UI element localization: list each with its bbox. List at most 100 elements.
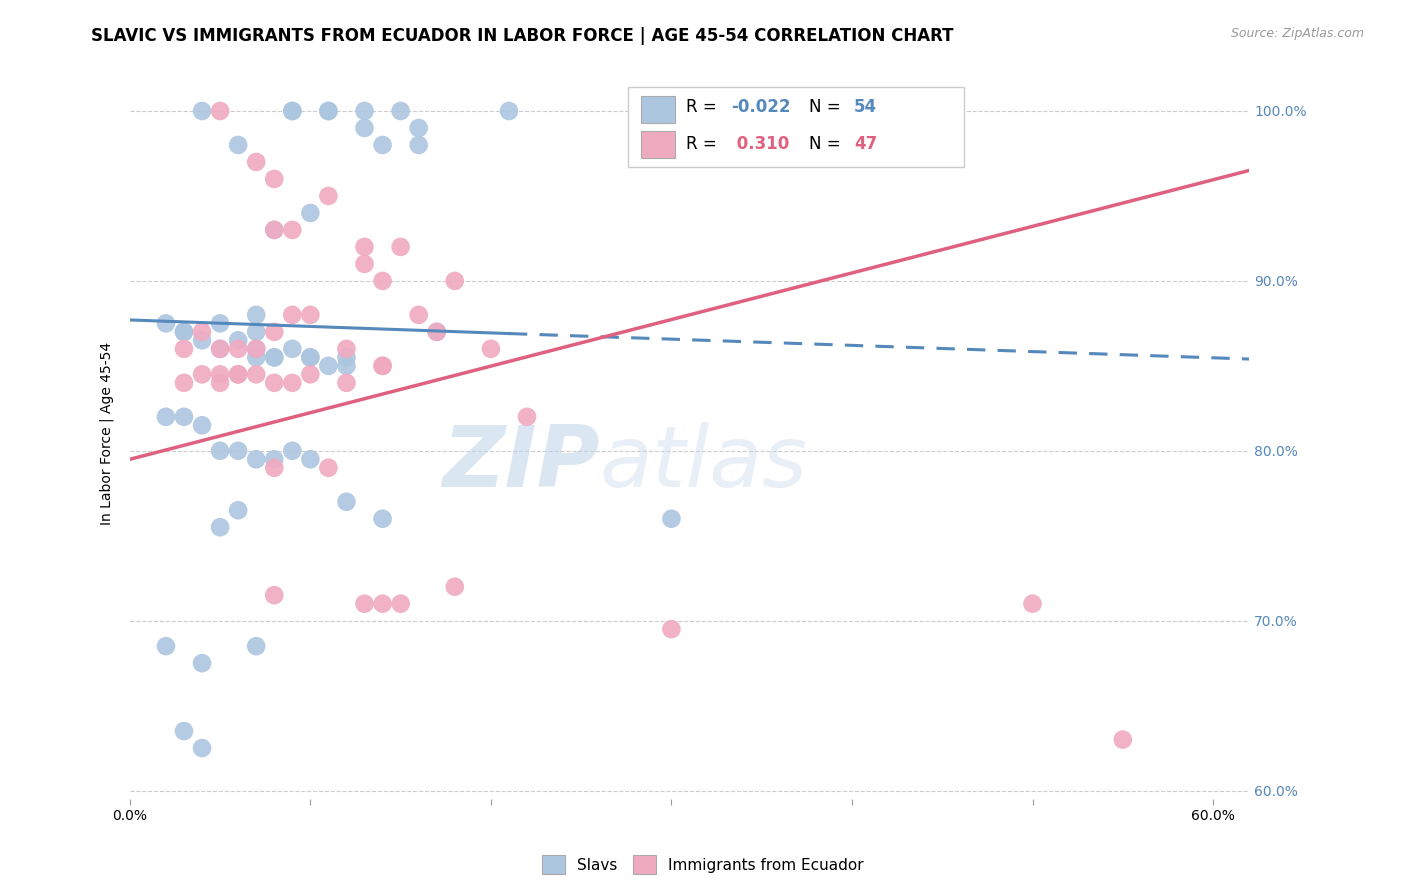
Point (371, 512, 394, 526)
Point (245, 368, 267, 382)
Point (209, 103, 232, 118)
Y-axis label: In Labor Force | Age 45-54: In Labor Force | Age 45-54 (100, 343, 114, 525)
Point (263, 223, 285, 237)
Point (353, 120, 375, 135)
Point (191, 656, 214, 670)
Point (263, 460, 285, 475)
Text: N =: N = (810, 98, 846, 116)
Point (498, 103, 520, 118)
Point (661, 512, 683, 526)
Point (191, 103, 214, 118)
Point (209, 368, 232, 382)
Point (335, 376, 357, 390)
Point (209, 376, 232, 390)
Text: -0.022: -0.022 (731, 98, 790, 116)
Point (226, 368, 249, 382)
Point (299, 351, 322, 365)
Point (299, 368, 322, 382)
Point (263, 325, 285, 339)
Point (245, 452, 267, 467)
Point (281, 103, 304, 118)
Point (209, 520, 232, 534)
Point (408, 308, 430, 322)
Point (281, 223, 304, 237)
Point (335, 494, 357, 508)
Point (245, 342, 267, 356)
Point (245, 639, 267, 653)
Point (226, 334, 249, 348)
Point (389, 240, 412, 254)
Point (155, 317, 177, 331)
Point (191, 334, 214, 348)
Point (661, 622, 683, 636)
Point (263, 452, 285, 467)
Point (263, 351, 285, 365)
Text: ZIP: ZIP (443, 422, 600, 505)
Point (408, 120, 430, 135)
Point (335, 351, 357, 365)
Point (426, 325, 449, 339)
Point (263, 376, 285, 390)
Text: Source: ZipAtlas.com: Source: ZipAtlas.com (1230, 27, 1364, 40)
Point (371, 359, 394, 373)
Point (353, 257, 375, 271)
Text: SLAVIC VS IMMIGRANTS FROM ECUADOR IN LABOR FORCE | AGE 45-54 CORRELATION CHART: SLAVIC VS IMMIGRANTS FROM ECUADOR IN LAB… (91, 27, 953, 45)
Point (281, 376, 304, 390)
Point (245, 155, 267, 169)
Point (209, 342, 232, 356)
Point (226, 443, 249, 458)
Point (335, 342, 357, 356)
Point (263, 588, 285, 602)
Point (191, 418, 214, 433)
Point (299, 206, 322, 220)
Point (209, 342, 232, 356)
Text: N =: N = (810, 136, 846, 153)
Point (353, 103, 375, 118)
Point (318, 460, 340, 475)
Point (335, 359, 357, 373)
Point (408, 138, 430, 153)
Point (281, 103, 304, 118)
Point (516, 409, 538, 424)
Point (263, 223, 285, 237)
Point (245, 351, 267, 365)
Point (299, 452, 322, 467)
Point (318, 359, 340, 373)
Point (155, 639, 177, 653)
Text: atlas: atlas (600, 422, 808, 505)
Point (191, 325, 214, 339)
Point (318, 103, 340, 118)
Text: R =: R = (686, 136, 723, 153)
Text: 54: 54 (853, 98, 877, 116)
Point (353, 240, 375, 254)
Point (173, 409, 195, 424)
Point (318, 189, 340, 203)
Point (299, 308, 322, 322)
Point (299, 351, 322, 365)
Point (1021, 597, 1043, 611)
FancyBboxPatch shape (628, 87, 963, 167)
Point (426, 325, 449, 339)
Point (245, 325, 267, 339)
Point (353, 597, 375, 611)
Text: 0.310: 0.310 (731, 136, 789, 153)
Text: R =: R = (686, 98, 723, 116)
Point (281, 342, 304, 356)
Point (226, 342, 249, 356)
Point (191, 368, 214, 382)
Point (191, 741, 214, 756)
Point (443, 274, 465, 288)
Point (226, 503, 249, 517)
Point (155, 409, 177, 424)
Point (318, 103, 340, 118)
Point (173, 724, 195, 739)
Point (371, 597, 394, 611)
Point (173, 342, 195, 356)
Point (226, 368, 249, 382)
Point (226, 138, 249, 153)
Point (389, 597, 412, 611)
FancyBboxPatch shape (641, 130, 675, 159)
Point (245, 342, 267, 356)
Point (1112, 732, 1135, 747)
Point (281, 443, 304, 458)
